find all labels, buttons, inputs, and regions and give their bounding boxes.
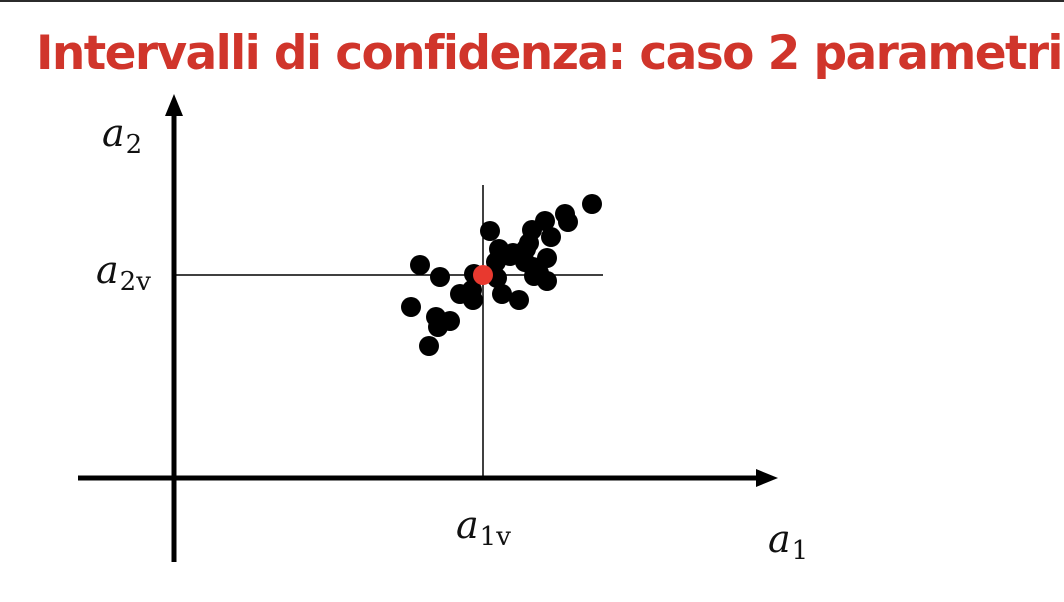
estimate-point (428, 317, 448, 337)
estimate-point (509, 290, 529, 310)
estimate-point (558, 212, 578, 232)
estimate-point (537, 248, 557, 268)
estimate-point (430, 267, 450, 287)
estimate-point (480, 221, 500, 241)
estimate-point (492, 284, 512, 304)
x-axis-label: a1 (768, 517, 808, 566)
estimate-point (410, 255, 430, 275)
top-border (0, 0, 1064, 2)
estimate-point (503, 243, 523, 263)
slide-title: Intervalli di confidenza: caso 2 paramet… (36, 26, 1064, 81)
estimate-point (401, 297, 421, 317)
estimate-points (401, 194, 602, 356)
y-axis-label: a2 (102, 111, 142, 160)
estimate-point (463, 290, 483, 310)
a1v-label: a1v (456, 503, 511, 552)
estimate-point (529, 263, 549, 283)
x-axis-arrowhead (756, 469, 778, 487)
estimate-point (419, 336, 439, 356)
estimate-point (582, 194, 602, 214)
estimate-point (519, 233, 539, 253)
estimate-point (535, 211, 555, 231)
estimate-point (541, 227, 561, 247)
a2v-label: a2v (96, 248, 151, 297)
true-value-point (473, 265, 493, 285)
y-axis-arrowhead (165, 94, 183, 116)
